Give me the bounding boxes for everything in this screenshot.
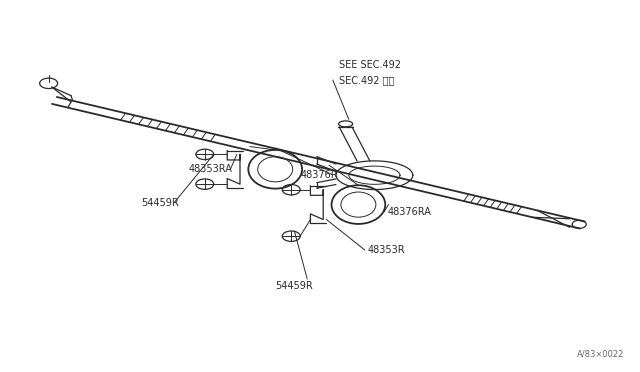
- Text: 48353RA: 48353RA: [189, 164, 233, 174]
- Text: 48353R: 48353R: [368, 245, 406, 255]
- Text: 48376R: 48376R: [301, 170, 339, 180]
- Text: A/83×0022: A/83×0022: [577, 350, 624, 359]
- Text: 54459R: 54459R: [275, 282, 313, 291]
- Text: 48376RA: 48376RA: [387, 207, 431, 217]
- Text: 54459R: 54459R: [141, 198, 179, 208]
- Text: SEE SEC.492: SEE SEC.492: [339, 60, 401, 70]
- Text: SEC.492 参照: SEC.492 参照: [339, 75, 395, 85]
